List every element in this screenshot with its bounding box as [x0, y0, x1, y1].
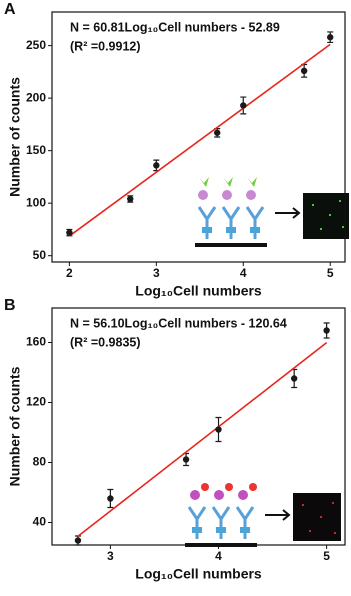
data-point	[107, 495, 114, 502]
y-tick-label: 250	[26, 38, 46, 52]
x-tick-label: 4	[215, 549, 222, 563]
panel-label: B	[4, 297, 16, 314]
y-tick-label: 200	[26, 90, 46, 104]
data-point	[182, 456, 190, 463]
annotation: N = 60.81Log₁₀Cell numbers - 52.89	[70, 20, 280, 34]
data-point	[74, 537, 82, 544]
data-point	[327, 34, 334, 41]
data-point	[300, 67, 308, 75]
arrow	[265, 509, 291, 521]
dots	[302, 502, 336, 534]
data-point	[66, 229, 73, 236]
data-point	[240, 102, 247, 109]
annotation: (R² =0.9912)	[70, 39, 141, 53]
x-axis-label: Log₁₀Cell numbers	[135, 566, 262, 582]
x-tick-label: 3	[153, 266, 160, 280]
antibodies	[187, 506, 255, 539]
fit-line	[68, 43, 331, 237]
y-tick-label: 150	[26, 143, 46, 157]
y-tick-label: 80	[33, 455, 47, 469]
x-tick-label: 4	[240, 266, 247, 280]
y-tick-label: 160	[26, 335, 46, 349]
y-axis-label: Number of counts	[7, 77, 23, 197]
y-axis-label: Number of counts	[7, 366, 23, 486]
labels	[199, 177, 257, 187]
y-tick-label: 40	[33, 515, 47, 529]
data-point	[153, 162, 160, 169]
x-tick-label: 5	[327, 266, 334, 280]
x-tick-label: 3	[107, 549, 114, 563]
labels	[201, 483, 257, 491]
y-tick-label: 100	[26, 195, 46, 209]
x-axis-label: Log₁₀Cell numbers	[135, 283, 262, 299]
probes	[198, 190, 256, 200]
crosses	[202, 227, 260, 233]
inset-a	[195, 177, 349, 247]
antibodies	[197, 206, 265, 239]
x-tick-label: 5	[323, 549, 330, 563]
data-point	[323, 327, 330, 334]
probes	[190, 490, 248, 500]
data-point	[215, 426, 222, 433]
fit-line	[77, 342, 328, 537]
y-tick-label: 120	[26, 395, 46, 409]
annotation: (R² =0.9835)	[70, 335, 141, 349]
dots	[312, 200, 344, 230]
annotation: N = 56.10Log₁₀Cell numbers - 120.64	[70, 316, 287, 330]
inset-b	[185, 483, 341, 547]
image-green	[303, 193, 349, 239]
crosses	[192, 527, 250, 533]
plot-frame	[51, 11, 346, 263]
image-red	[293, 493, 341, 541]
y-tick-label: 50	[33, 248, 47, 262]
data-point	[127, 195, 134, 203]
x-tick-label: 2	[66, 266, 73, 280]
panel-label: A	[4, 1, 16, 18]
data-point	[213, 129, 221, 136]
substrate	[195, 243, 267, 247]
data-point	[290, 375, 298, 382]
arrow	[275, 207, 301, 219]
plot-frame	[51, 307, 346, 546]
